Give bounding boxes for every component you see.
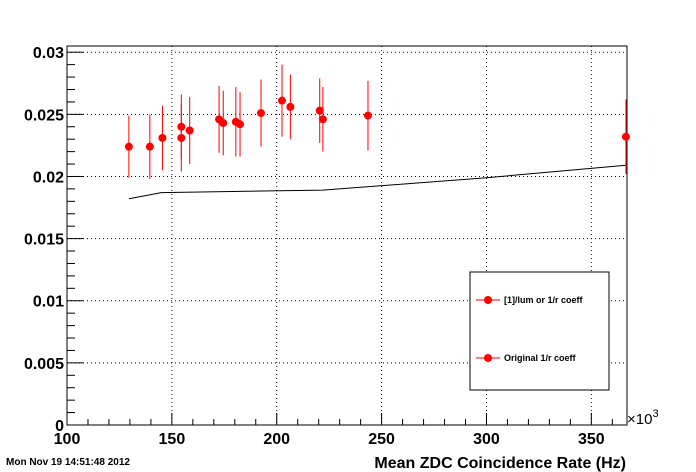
y-tick-label: 0.01 bbox=[33, 294, 64, 311]
data-point bbox=[124, 142, 133, 151]
y-tick-label: 0.015 bbox=[24, 232, 64, 249]
x-axis-label: Mean ZDC Coincidence Rate (Hz) bbox=[374, 455, 626, 472]
data-point bbox=[185, 126, 194, 135]
x-tick-label: 350 bbox=[578, 431, 605, 448]
x-tick-label: 150 bbox=[159, 431, 186, 448]
timestamp-label: Mon Nov 19 14:51:48 2012 bbox=[6, 457, 130, 468]
y-tick-label: 0.025 bbox=[24, 107, 64, 124]
y-tick-label: 0.02 bbox=[33, 169, 64, 186]
legend-box bbox=[469, 271, 610, 391]
x-tick-label: 100 bbox=[54, 431, 81, 448]
x-tick-label: 250 bbox=[368, 431, 395, 448]
series-lum-coeff bbox=[124, 64, 630, 179]
data-point bbox=[277, 96, 286, 105]
legend-swatch-marker-1 bbox=[484, 354, 492, 362]
grid-lines bbox=[67, 46, 627, 425]
x-tick-label: 200 bbox=[263, 431, 290, 448]
legend-entry-original-coeff: Original 1/r coeff bbox=[504, 353, 577, 363]
y-tick-label: 0.005 bbox=[24, 356, 64, 373]
axis-ticks bbox=[66, 51, 613, 426]
data-point bbox=[177, 133, 186, 142]
data-point bbox=[257, 109, 266, 118]
legend: [1]/lum or 1/r coeff Original 1/r coeff bbox=[469, 271, 610, 391]
axis-tick-labels: 100 150 200 250 300 350 0 0.005 0.01 0.015 0.02 0.0… bbox=[24, 45, 605, 448]
data-point bbox=[363, 111, 372, 120]
data-point bbox=[145, 142, 154, 151]
data-point bbox=[236, 120, 245, 129]
plot-frame bbox=[66, 45, 628, 426]
legend-entry-lum-coeff: [1]/lum or 1/r coeff bbox=[504, 295, 584, 305]
data-point bbox=[286, 102, 295, 111]
series-original-coeff bbox=[128, 164, 627, 200]
data-point bbox=[158, 133, 167, 142]
data-point bbox=[621, 132, 630, 141]
data-point bbox=[219, 119, 228, 128]
x-tick-label: 300 bbox=[473, 431, 500, 448]
series-line-path bbox=[128, 164, 627, 200]
x-multiplier-label: ×103 bbox=[627, 408, 659, 428]
legend-swatch-marker-0 bbox=[484, 296, 492, 304]
y-tick-label: 0.03 bbox=[33, 45, 64, 62]
y-tick-label: 0 bbox=[55, 418, 64, 435]
data-point bbox=[318, 115, 327, 124]
data-point bbox=[315, 106, 324, 115]
